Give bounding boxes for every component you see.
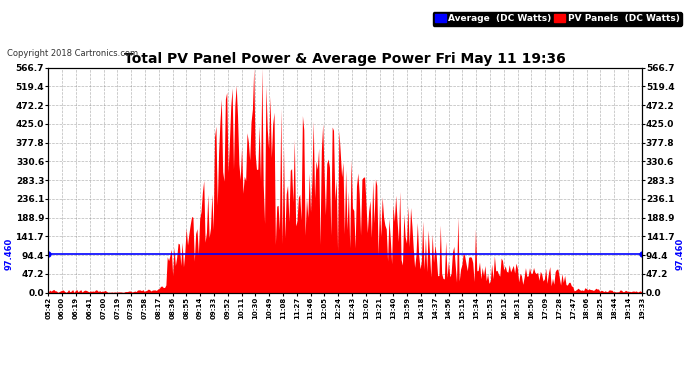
Legend: Average  (DC Watts), PV Panels  (DC Watts): Average (DC Watts), PV Panels (DC Watts) bbox=[433, 12, 682, 26]
Text: 97.460: 97.460 bbox=[5, 238, 14, 270]
Text: Copyright 2018 Cartronics.com: Copyright 2018 Cartronics.com bbox=[7, 49, 138, 58]
Title: Total PV Panel Power & Average Power Fri May 11 19:36: Total PV Panel Power & Average Power Fri… bbox=[124, 53, 566, 66]
Text: 97.460: 97.460 bbox=[676, 238, 685, 270]
